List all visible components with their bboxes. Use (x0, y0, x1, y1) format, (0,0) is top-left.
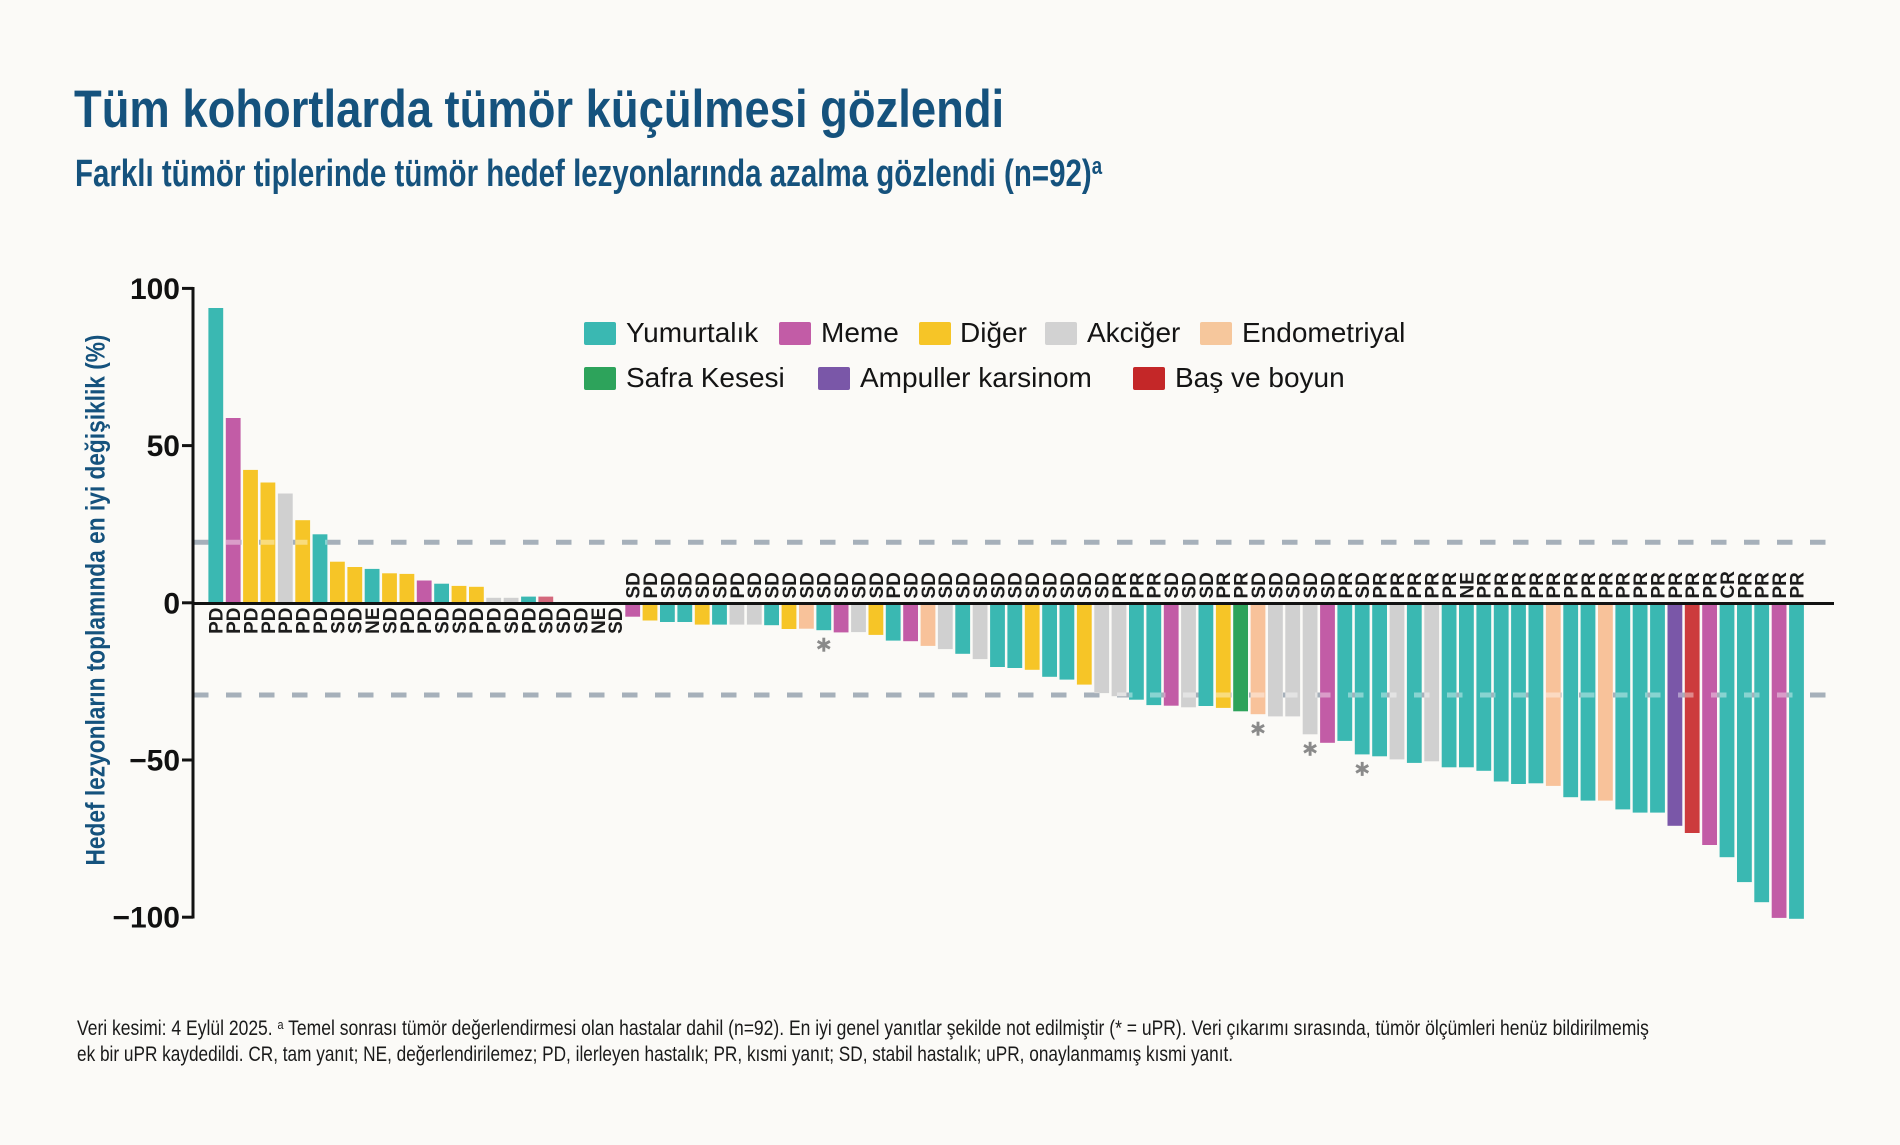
svg-text:SD: SD (919, 572, 940, 598)
svg-text:SD: SD (867, 572, 888, 598)
svg-text:−50: −50 (129, 745, 180, 778)
svg-text:SD: SD (1006, 572, 1027, 598)
svg-text:SD: SD (710, 572, 731, 598)
svg-text:CR: CR (1718, 571, 1739, 599)
svg-text:SD: SD (954, 572, 975, 598)
svg-text:PD: PD (398, 608, 419, 634)
svg-text:SD: SD (572, 608, 593, 634)
svg-text:PR: PR (1423, 572, 1444, 599)
svg-text:SD: SD (988, 572, 1009, 598)
svg-text:PR: PR (1753, 572, 1774, 599)
svg-text:SD: SD (1301, 572, 1322, 598)
svg-text:PD: PD (224, 608, 245, 634)
svg-text:SD: SD (380, 608, 401, 634)
svg-text:NE: NE (1457, 572, 1478, 598)
svg-text:PR: PR (1405, 572, 1426, 599)
svg-text:SD: SD (1058, 572, 1079, 598)
svg-text:SD: SD (832, 572, 853, 598)
svg-text:PR: PR (1336, 572, 1357, 599)
svg-text:SD: SD (554, 608, 575, 634)
svg-text:Hedef lezyonların toplamında e: Hedef lezyonların toplamında en iyi deği… (81, 335, 111, 866)
svg-text:PR: PR (1440, 572, 1461, 599)
svg-text:PR: PR (1110, 572, 1131, 599)
svg-text:SD: SD (815, 572, 836, 598)
svg-text:PR: PR (1614, 572, 1635, 599)
svg-text:SD: SD (1041, 572, 1062, 598)
svg-text:SD: SD (1162, 572, 1183, 598)
svg-text:PR: PR (1787, 572, 1808, 599)
svg-text:SD: SD (624, 572, 645, 598)
svg-text:−100: −100 (112, 902, 180, 935)
svg-text:PR: PR (1214, 572, 1235, 599)
svg-text:PD: PD (641, 572, 662, 598)
svg-text:SD: SD (780, 572, 801, 598)
svg-text:PR: PR (1648, 572, 1669, 599)
svg-text:PD: PD (728, 572, 749, 598)
svg-text:PD: PD (207, 608, 228, 634)
svg-text:PR: PR (1510, 572, 1531, 599)
svg-text:PD: PD (519, 608, 540, 634)
svg-text:SD: SD (797, 572, 818, 598)
svg-text:SD: SD (328, 608, 349, 634)
svg-text:PR: PR (1579, 572, 1600, 599)
svg-text:SD: SD (745, 572, 766, 598)
svg-text:SD: SD (658, 572, 679, 598)
svg-text:PR: PR (1371, 572, 1392, 599)
svg-text:PR: PR (1596, 572, 1617, 599)
svg-text:SD: SD (676, 572, 697, 598)
svg-text:SD: SD (902, 572, 923, 598)
svg-text:PD: PD (294, 608, 315, 634)
svg-text:PR: PR (1127, 572, 1148, 599)
svg-text:0: 0 (163, 587, 180, 620)
svg-text:SD: SD (1093, 572, 1114, 598)
svg-text:SD: SD (1318, 572, 1339, 598)
svg-text:PR: PR (1562, 572, 1583, 599)
svg-text:SD: SD (1353, 572, 1374, 598)
svg-text:PR: PR (1666, 572, 1687, 599)
svg-text:PD: PD (241, 608, 262, 634)
svg-text:100: 100 (130, 273, 180, 306)
svg-text:PD: PD (259, 608, 280, 634)
svg-text:SD: SD (1023, 572, 1044, 598)
svg-text:SD: SD (433, 608, 454, 634)
svg-text:PR: PR (1232, 572, 1253, 599)
svg-text:PD: PD (467, 608, 488, 634)
svg-text:SD: SD (450, 608, 471, 634)
svg-text:PD: PD (884, 572, 905, 598)
svg-text:PR: PR (1683, 572, 1704, 599)
svg-text:PR: PR (1770, 572, 1791, 599)
svg-text:SD: SD (971, 572, 992, 598)
svg-text:PR: PR (1475, 572, 1496, 599)
svg-text:PR: PR (1701, 572, 1722, 599)
svg-text:PR: PR (1527, 572, 1548, 599)
svg-text:PR: PR (1492, 572, 1513, 599)
svg-text:SD: SD (849, 572, 870, 598)
svg-text:SD: SD (763, 572, 784, 598)
svg-text:PD: PD (485, 608, 506, 634)
svg-text:SD: SD (537, 608, 558, 634)
svg-text:SD: SD (606, 608, 627, 634)
svg-text:PR: PR (1544, 572, 1565, 599)
svg-text:NE: NE (363, 608, 384, 634)
svg-text:PD: PD (276, 608, 297, 634)
svg-text:SD: SD (502, 608, 523, 634)
svg-text:50: 50 (147, 430, 180, 463)
svg-text:PR: PR (1145, 572, 1166, 599)
svg-text:SD: SD (1197, 572, 1218, 598)
svg-text:SD: SD (1249, 572, 1270, 598)
svg-text:PD: PD (415, 608, 436, 634)
svg-text:PR: PR (1388, 572, 1409, 599)
svg-text:SD: SD (1075, 572, 1096, 598)
svg-text:SD: SD (1266, 572, 1287, 598)
svg-text:PR: PR (1631, 572, 1652, 599)
svg-text:PR: PR (1735, 572, 1756, 599)
svg-text:SD: SD (936, 572, 957, 598)
svg-text:SD: SD (1284, 572, 1305, 598)
svg-text:NE: NE (589, 608, 610, 634)
svg-text:PD: PD (311, 608, 332, 634)
svg-text:SD: SD (346, 608, 367, 634)
svg-text:SD: SD (1179, 572, 1200, 598)
svg-text:SD: SD (693, 572, 714, 598)
